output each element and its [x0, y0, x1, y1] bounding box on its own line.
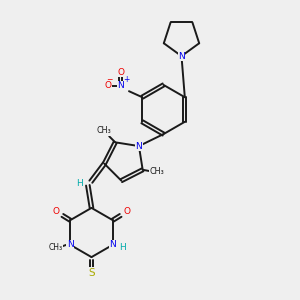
Text: −: −	[106, 75, 113, 84]
Text: O: O	[124, 207, 131, 216]
Text: N: N	[178, 52, 185, 61]
Text: O: O	[104, 81, 112, 90]
Text: O: O	[117, 68, 124, 77]
Text: N: N	[110, 240, 116, 249]
Text: N: N	[136, 142, 142, 151]
Text: CH₃: CH₃	[97, 126, 111, 135]
Text: CH₃: CH₃	[150, 167, 164, 176]
Text: +: +	[123, 75, 129, 84]
Text: CH₃: CH₃	[49, 243, 63, 252]
Text: N: N	[117, 81, 124, 90]
Text: H: H	[119, 243, 126, 252]
Text: O: O	[52, 207, 59, 216]
Text: H: H	[76, 179, 83, 188]
Text: N: N	[67, 240, 74, 249]
Text: S: S	[88, 268, 95, 278]
